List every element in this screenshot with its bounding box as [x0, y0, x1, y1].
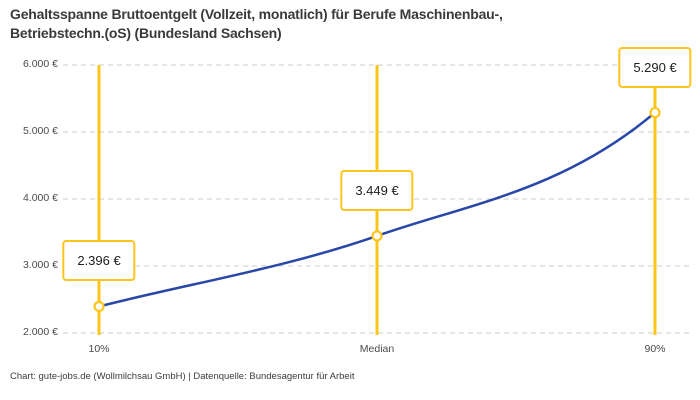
x-axis-tick-label: 90%: [644, 343, 666, 355]
value-label-box: 5.290 €: [618, 46, 692, 88]
chart-footer-credit: Chart: gute-jobs.de (Wollmilchsau GmbH) …: [10, 371, 355, 382]
y-axis-tick-label: 5.000 €: [22, 125, 58, 137]
value-label-box: 3.449 €: [340, 169, 414, 211]
y-axis-tick-label: 6.000 €: [22, 58, 58, 70]
data-point-marker: [649, 106, 661, 119]
value-label-box: 2.396 €: [62, 240, 136, 282]
y-axis-tick-label: 4.000 €: [22, 192, 58, 204]
x-axis-tick-label: 10%: [88, 343, 110, 355]
y-axis-tick-label: 3.000 €: [22, 259, 58, 271]
data-point-marker: [93, 300, 105, 313]
y-axis-tick-label: 2.000 €: [22, 326, 58, 338]
chart-title-line-1: Gehaltsspanne Bruttoentgelt (Vollzeit, m…: [10, 6, 503, 22]
data-point-marker: [371, 230, 383, 242]
x-axis-tick-label: Median: [359, 343, 395, 355]
chart-title: Gehaltsspanne Bruttoentgelt (Vollzeit, m…: [10, 5, 650, 43]
chart-title-line-2: Betriebstechn.(oS) (Bundesland Sachsen): [10, 25, 282, 41]
